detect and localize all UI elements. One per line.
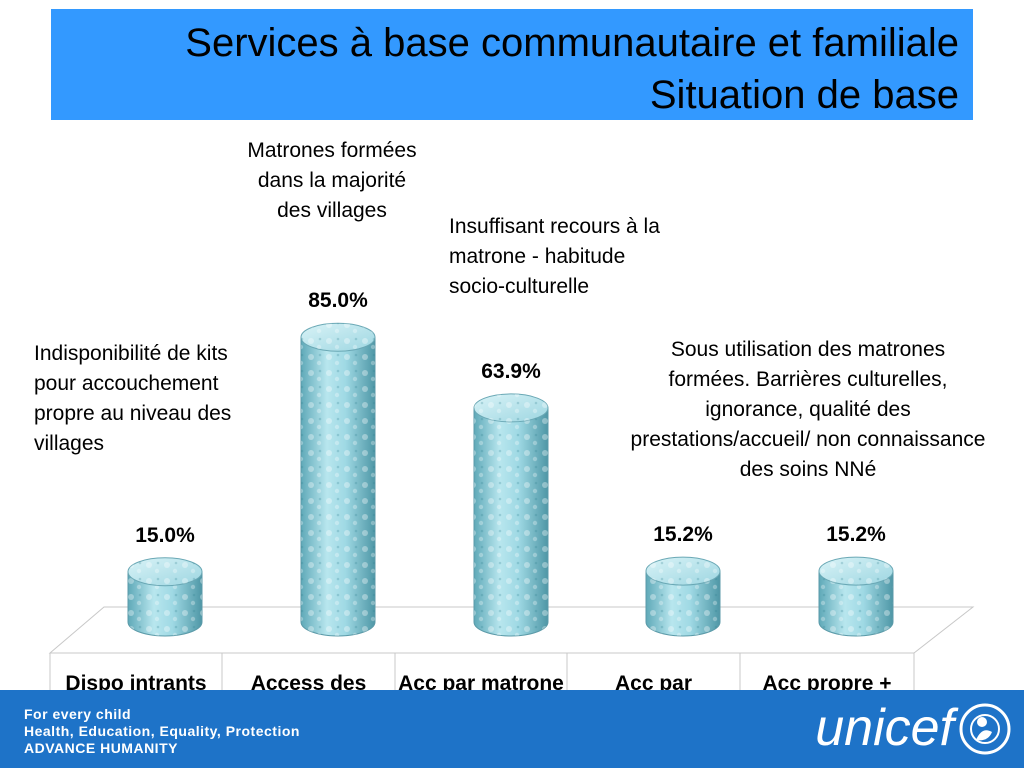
annotation-sous-utilisation: Sous utilisation des matrones formées. B… [630, 338, 986, 481]
annotation-insuffisant: Insuffisant recours à la matrone - habit… [449, 215, 660, 298]
bar-2 [300, 322, 376, 637]
footer-line-1: For every child [24, 706, 132, 722]
annotation-indisponibilite: Indisponibilité de kits pour accouchemen… [34, 342, 232, 455]
title-line-1: Services à base communautaire et familia… [185, 21, 959, 65]
bar-1 [127, 557, 203, 637]
unicef-logo: unicef [815, 699, 954, 757]
bar-5 [818, 556, 894, 637]
bar-4 [645, 556, 721, 637]
value-label-2: 85.0% [308, 289, 368, 313]
footer-line-2: Health, Education, Equality, Protection [24, 723, 300, 739]
annotation-matrones: Matrones formées dans la majorité des vi… [247, 139, 417, 222]
value-label-1: 15.0% [135, 523, 195, 547]
footer-banner: For every child Health, Education, Equal… [0, 690, 1024, 768]
category-label-3: Acc par matrone [398, 672, 564, 695]
bar-3 [473, 393, 549, 637]
value-label-4: 15.2% [653, 523, 713, 547]
value-label-3: 63.9% [481, 359, 541, 383]
unicef-emblem-icon [959, 703, 1011, 755]
title-line-2: Situation de base [649, 73, 959, 117]
title-banner: Services à base communautaire et familia… [51, 9, 973, 120]
footer-line-3: ADVANCE HUMANITY [24, 740, 178, 756]
value-label-5: 15.2% [826, 523, 886, 547]
bar-chart [48, 322, 975, 690]
